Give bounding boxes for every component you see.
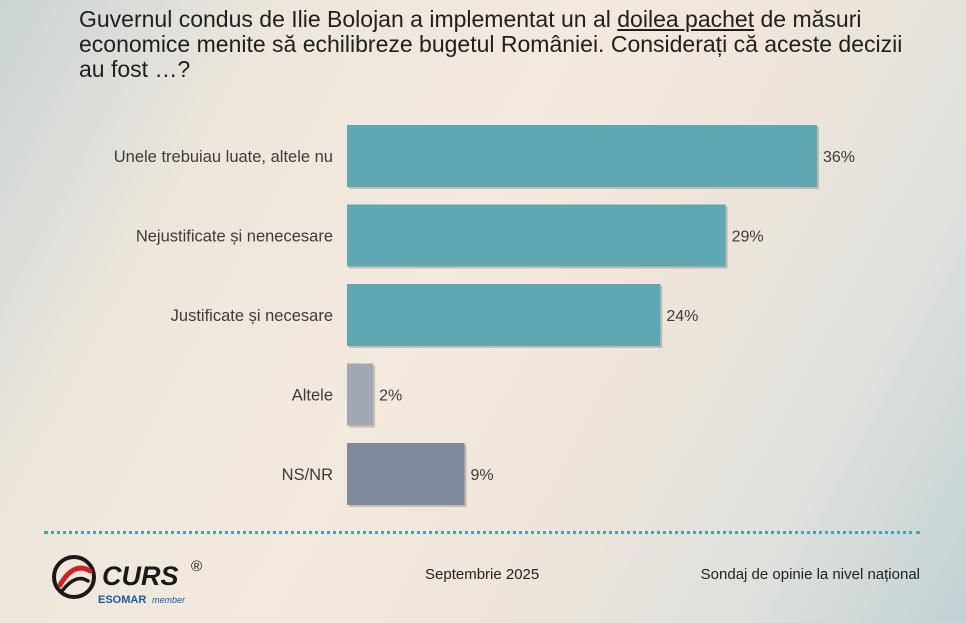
question-title: Guvernul condus de Ilie Bolojan a implem… — [79, 7, 919, 82]
value-label: 36% — [823, 149, 855, 166]
dotted-divider — [44, 531, 920, 534]
bar — [347, 284, 661, 346]
esomar-member-label: member — [152, 595, 186, 605]
category-label: Altele — [292, 387, 333, 405]
question-text-part2: de măsuri economice menite să echilibrez… — [79, 6, 903, 82]
curs-logo-text: CURS — [102, 561, 179, 591]
category-label: Unele trebuiau luate, altele nu — [114, 148, 333, 166]
question-text-underlined: doilea pachet — [617, 6, 755, 32]
esomar-label: ESOMAR — [98, 594, 146, 606]
bar-chart: Unele trebuiau luate, altele nu 36% Nejust… — [114, 125, 855, 507]
category-label: Justificate și necesare — [171, 307, 333, 325]
value-label: 9% — [471, 467, 494, 484]
value-label: 29% — [732, 229, 764, 246]
bar — [347, 125, 817, 187]
bar — [347, 443, 465, 505]
question-text-part1: Guvernul condus de Ilie Bolojan a implem… — [79, 6, 618, 32]
value-label: 24% — [666, 308, 698, 325]
category-label: NS/NR — [282, 466, 333, 484]
value-label: 2% — [379, 388, 402, 405]
survey-date: Septembrie 2025 — [425, 566, 540, 583]
bar — [347, 204, 726, 267]
curs-logo-icon — [52, 555, 96, 599]
curs-logo: CURS ® ESOMAR member — [52, 555, 202, 606]
registered-mark: ® — [191, 558, 202, 575]
bar — [347, 363, 374, 426]
survey-subtitle: Sondaj de opinie la nivel național — [700, 566, 920, 583]
category-label: Nejustificate și nenecesare — [136, 228, 333, 246]
